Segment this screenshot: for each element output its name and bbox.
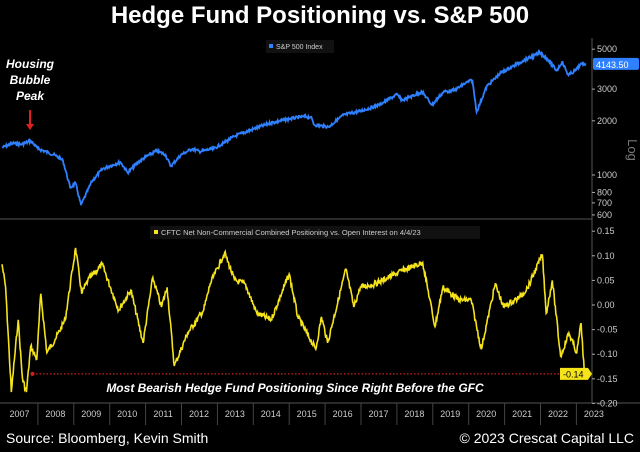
copyright-note: © 2023 Crescat Capital LLC — [459, 430, 634, 446]
y-tick-label: 3000 — [597, 84, 617, 94]
annotation-arrowhead — [26, 124, 34, 130]
x-tick-label: 2020 — [476, 409, 496, 419]
cftc-last-value: -0.14 — [563, 369, 584, 379]
x-tick-label: 2011 — [153, 409, 172, 419]
y-tick-label: -0.05 — [597, 325, 618, 335]
source-note: Source: Bloomberg, Kevin Smith — [6, 430, 209, 446]
y-tick-label: -0.15 — [597, 374, 618, 384]
cftc-last-value-box — [560, 367, 592, 380]
y-tick-label: 0.10 — [597, 251, 615, 261]
y-tick-label: 2000 — [597, 116, 617, 126]
legend-label: S&P 500 Index — [276, 44, 323, 51]
y-tick-label: -0.10 — [597, 349, 618, 359]
x-tick-label: 2012 — [189, 409, 209, 419]
x-tick-label: 2021 — [512, 409, 532, 419]
y-tick-label: 5000 — [597, 44, 617, 54]
legend-box — [266, 40, 334, 53]
x-tick-label: 2019 — [440, 409, 460, 419]
chart-title: Hedge Fund Positioning vs. S&P 500 — [110, 2, 530, 29]
gfc-annotation: Most Bearish Hedge Fund Positioning Sinc… — [106, 381, 484, 395]
legend-box — [150, 226, 480, 239]
x-tick-label: 2013 — [225, 409, 245, 419]
y-tick-label: 800 — [597, 187, 612, 197]
y-tick-label: -0.20 — [597, 398, 618, 408]
log-scale-label: Log — [625, 139, 640, 161]
x-tick-label: 2014 — [261, 409, 281, 419]
annotation-text: Bubble — [10, 73, 51, 87]
y-tick-label: 700 — [597, 198, 612, 208]
y-tick-label: 0.05 — [597, 275, 615, 285]
x-tick-label: 2023 — [584, 409, 604, 419]
y-tick-label: 0.00 — [597, 300, 615, 310]
y-tick-label: 0.15 — [597, 226, 615, 236]
y-tick-label: 600 — [597, 210, 612, 220]
x-tick-label: 2022 — [548, 409, 568, 419]
y-tick-label: 1000 — [597, 170, 617, 180]
x-tick-label: 2015 — [297, 409, 317, 419]
cftc-positioning-line — [1, 247, 587, 393]
annotation-text: Peak — [16, 89, 45, 103]
x-tick-label: 2010 — [117, 409, 137, 419]
legend-label: CFTC Net Non-Commercial Combined Positio… — [161, 228, 421, 237]
x-tick-label: 2016 — [333, 409, 353, 419]
x-tick-label: 2009 — [81, 409, 101, 419]
reference-line-start-marker — [30, 371, 35, 376]
sp500-last-value-box — [593, 57, 639, 70]
x-tick-label: 2007 — [9, 409, 29, 419]
annotation-text: Housing — [6, 57, 55, 71]
legend-swatch — [269, 44, 273, 48]
x-tick-label: 2018 — [404, 409, 424, 419]
legend-swatch — [154, 230, 158, 234]
sp500-line — [1, 48, 587, 206]
sp500-last-value: 4143.50 — [596, 60, 629, 70]
x-tick-label: 2008 — [45, 409, 65, 419]
x-tick-label: 2017 — [368, 409, 388, 419]
